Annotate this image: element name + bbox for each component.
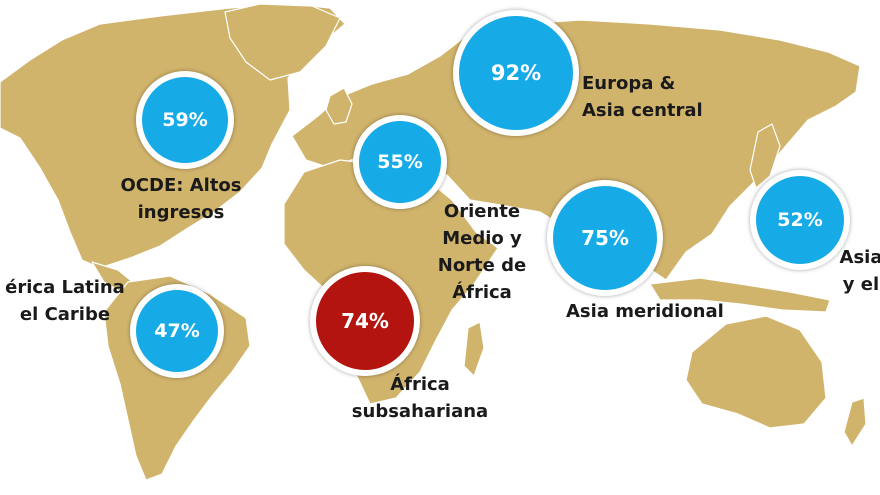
bubble-latin-america: 47% <box>130 284 224 378</box>
label-latam-line1: érica Latina <box>5 277 125 298</box>
label-ssa-line1: África <box>390 374 450 395</box>
label-oecd-line1: OCDE: Altos <box>120 175 242 196</box>
bubble-east-asia: 52% <box>750 170 850 270</box>
label-latin-america: érica Latina el Caribe <box>0 274 130 328</box>
label-europe-line1: Europa & <box>582 73 676 94</box>
value-europe-central-asia: 92% <box>490 61 542 85</box>
landmass-japan <box>749 123 781 189</box>
landmass-greenland <box>224 3 341 81</box>
label-ssa-line2: subsahariana <box>351 401 489 422</box>
label-latam-line2: el Caribe <box>19 304 111 325</box>
label-mena: Oriente Medio y Norte de África <box>428 198 536 306</box>
landmass-new-zealand <box>843 397 867 447</box>
landmass-australia <box>685 315 827 429</box>
bubble-sub-saharan-africa: 74% <box>310 266 420 376</box>
bubble-europe-central-asia: 92% <box>453 10 579 136</box>
label-oecd: OCDE: Altos ingresos <box>103 172 259 226</box>
value-east-asia: 52% <box>777 209 823 231</box>
label-oecd-line2: ingresos <box>137 202 225 223</box>
label-europe-central-asia: Europa & Asia central <box>582 70 703 124</box>
value-oecd: 59% <box>162 109 208 131</box>
label-east-asia: Asia y el <box>836 244 880 298</box>
landmass-uk <box>325 87 353 125</box>
label-south-asia-line1: Asia meridional <box>566 301 724 322</box>
landmass-madagascar <box>463 321 485 377</box>
label-sub-saharan-africa: África subsahariana <box>350 371 490 425</box>
label-east-asia-line2: y el <box>842 274 880 295</box>
bubble-mena: 55% <box>353 115 447 209</box>
label-mena-line4: África <box>452 282 512 303</box>
bubble-south-asia: 75% <box>547 180 663 296</box>
label-europe-line2: Asia central <box>582 100 703 121</box>
value-latin-america: 47% <box>154 320 200 342</box>
value-mena: 55% <box>377 151 423 173</box>
label-mena-line2: Medio y <box>442 228 522 249</box>
value-sub-saharan-africa: 74% <box>341 309 389 333</box>
label-mena-line1: Oriente <box>443 201 521 222</box>
landmass-indonesia <box>649 277 831 313</box>
value-south-asia: 75% <box>581 226 629 250</box>
label-mena-line3: Norte de <box>437 255 527 276</box>
label-south-asia: Asia meridional <box>566 298 724 325</box>
bubble-oecd: 59% <box>136 71 234 169</box>
label-east-asia-line1: Asia <box>839 247 880 268</box>
